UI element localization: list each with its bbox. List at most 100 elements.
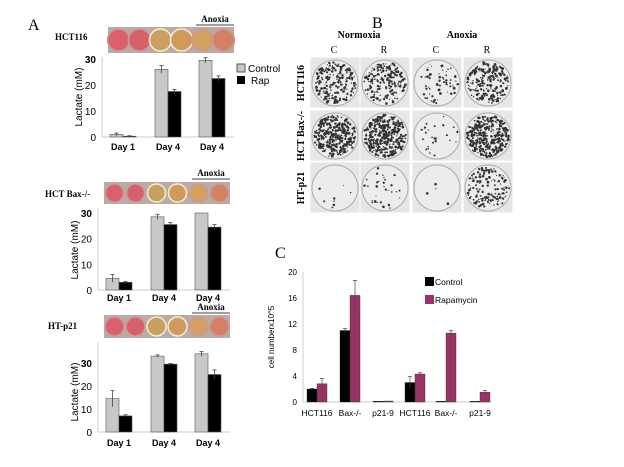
colony [431, 95, 434, 98]
x-tick-label: Bax-/- [435, 408, 458, 418]
colony [341, 74, 344, 77]
colony [490, 122, 492, 124]
colony [389, 72, 393, 75]
colony [344, 83, 347, 85]
colony [489, 202, 491, 205]
colony [473, 119, 476, 122]
colony [342, 146, 345, 149]
colony [469, 82, 471, 84]
colony [326, 95, 329, 98]
colony [475, 145, 478, 148]
colony [325, 84, 329, 87]
colony [332, 143, 335, 146]
colony [493, 76, 495, 79]
colony [372, 99, 375, 102]
colony [387, 130, 391, 134]
y-tick-label: 4 [293, 372, 298, 381]
colony [437, 88, 441, 92]
colony [496, 91, 499, 95]
colony [346, 71, 348, 74]
condition-label: Anoxia [447, 30, 478, 41]
y-tick-label: 20 [288, 268, 297, 277]
colony [400, 137, 403, 140]
colony [367, 129, 369, 131]
colony [473, 201, 476, 205]
colony [320, 134, 322, 136]
colony [426, 68, 429, 72]
colony [367, 74, 371, 78]
colony [346, 76, 349, 80]
colony [475, 88, 477, 90]
colony [329, 135, 332, 138]
colony [330, 131, 333, 134]
colony [351, 132, 354, 135]
colony [436, 99, 439, 101]
colony [353, 84, 356, 87]
colony [371, 135, 374, 139]
colony [364, 141, 367, 145]
colony [427, 145, 429, 148]
colony [485, 168, 488, 172]
colony [491, 170, 494, 173]
colony [478, 198, 480, 201]
colony [483, 170, 485, 172]
colony [322, 122, 326, 125]
colony [365, 143, 367, 145]
colony [495, 197, 498, 201]
colony [433, 137, 436, 140]
colony [373, 120, 376, 122]
colony [333, 98, 336, 101]
medium-well [190, 28, 215, 52]
colony [363, 184, 366, 187]
y-tick-label: 10 [85, 107, 97, 118]
colony [468, 125, 471, 129]
colony [476, 124, 479, 127]
colony [479, 140, 481, 143]
colony [332, 66, 335, 70]
colony [480, 198, 482, 200]
colony [476, 140, 479, 143]
colony [390, 80, 393, 83]
colony [505, 76, 509, 80]
colony [376, 72, 380, 76]
colony [498, 66, 500, 68]
colony [385, 63, 387, 65]
colony [493, 168, 495, 170]
colony [489, 119, 492, 123]
colony [441, 64, 444, 67]
colony [400, 83, 402, 85]
colony [392, 153, 394, 156]
colony [330, 115, 333, 119]
colony [496, 203, 499, 206]
bar-control [198, 59, 213, 138]
colony [341, 124, 344, 126]
colony [475, 78, 478, 80]
colony [382, 124, 386, 128]
colony [366, 143, 369, 146]
colony [370, 73, 372, 75]
colony [469, 131, 472, 134]
colony [326, 123, 328, 126]
colony [345, 140, 349, 144]
colony [396, 146, 400, 149]
colony [386, 154, 389, 157]
colony [391, 100, 395, 104]
colony [320, 118, 324, 122]
colony [314, 86, 318, 89]
colony [316, 133, 318, 135]
colony [336, 151, 339, 154]
colony [323, 90, 325, 92]
colony [371, 138, 375, 142]
y-axis-label: Lactate (mM) [70, 221, 81, 280]
colony [472, 127, 476, 131]
colony [336, 119, 339, 121]
colony [329, 73, 331, 76]
colony [425, 87, 428, 90]
colony [438, 75, 442, 79]
colony [346, 150, 349, 152]
colony [338, 76, 340, 78]
colony [367, 145, 371, 148]
colony [491, 123, 494, 126]
colony [332, 126, 336, 129]
panel-label-c: C [275, 245, 286, 262]
